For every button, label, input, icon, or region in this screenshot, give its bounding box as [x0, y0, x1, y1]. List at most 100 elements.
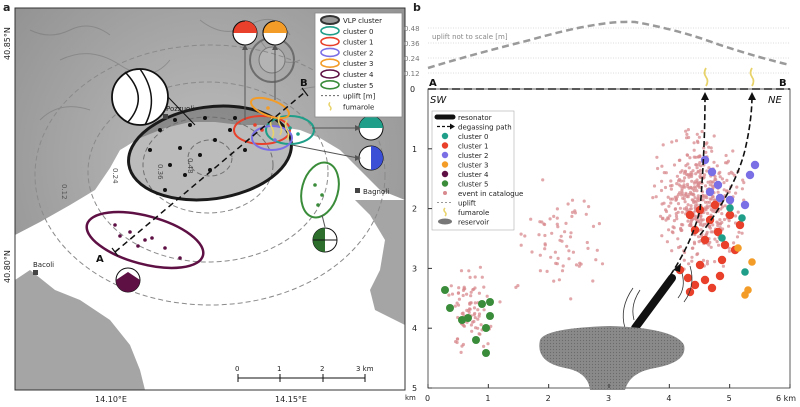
- y-tick-label: 5: [412, 384, 417, 393]
- catalogue-event: [694, 163, 698, 167]
- legend-b-item: cluster 4: [441, 170, 489, 179]
- cluster-4-events: [113, 223, 182, 260]
- catalogue-event: [456, 303, 461, 307]
- catalogue-event: [465, 308, 469, 312]
- profile-end-b: B: [300, 78, 308, 89]
- catalogue-event: [686, 184, 690, 189]
- place-bacoli: Bacoli: [33, 261, 54, 269]
- catalogue-event: [720, 177, 725, 181]
- legend-a-item: cluster 3: [320, 58, 374, 68]
- catalogue-event: [695, 166, 699, 170]
- cluster-event: [740, 200, 750, 210]
- catalogue-event: [686, 219, 690, 223]
- catalogue-event: [670, 230, 674, 234]
- catalogue-event: [708, 200, 712, 204]
- profile-ticks: [111, 87, 309, 257]
- catalogue-event: [519, 232, 523, 236]
- catalogue-event: [476, 308, 480, 312]
- catalogue-event: [597, 222, 602, 226]
- catalogue-event: [555, 207, 560, 211]
- catalogue-event: [457, 297, 461, 301]
- legend-a-item: cluster 2: [320, 47, 374, 57]
- catalogue-event: [682, 258, 686, 262]
- catalogue-event: [573, 211, 578, 215]
- catalogue-event: [705, 259, 710, 263]
- catalogue-event: [690, 259, 694, 263]
- cluster-event: [486, 312, 494, 320]
- catalogue-event: [673, 195, 677, 199]
- cluster-event: [486, 298, 494, 306]
- legend-b-label: reservoir: [458, 219, 489, 227]
- catalogue-event: [543, 247, 547, 251]
- catalogue-event: [709, 208, 713, 212]
- legend-swatch: [441, 170, 449, 178]
- cluster-event: [734, 244, 742, 252]
- catalogue-event: [711, 180, 715, 184]
- catalogue-event: [731, 149, 735, 153]
- map-frame: [14, 7, 406, 391]
- catalogue-event: [684, 129, 688, 133]
- focal-mechanism-vlp: [111, 68, 169, 126]
- contour-label-024: 0.24: [111, 168, 119, 184]
- catalogue-event: [543, 233, 547, 238]
- catalogue-event: [519, 243, 523, 247]
- catalogue-event: [742, 181, 746, 185]
- catalogue-event: [586, 246, 590, 250]
- cluster-event: [725, 210, 735, 220]
- uplift-tick-048: 0.48: [404, 25, 420, 33]
- catalogue-event: [720, 212, 724, 216]
- uplift-tick-012: 0.12: [404, 70, 420, 78]
- catalogue-event: [695, 132, 699, 136]
- uplift-profile: [427, 20, 791, 70]
- lat-label-top: 40.85°N: [3, 27, 12, 60]
- x-tick-label: 2: [546, 394, 551, 403]
- cluster-event: [726, 204, 734, 212]
- profile-line: [114, 91, 306, 253]
- cluster-event: [478, 300, 486, 308]
- catalogue-event: [594, 258, 598, 262]
- catalogue-event: [697, 155, 701, 159]
- beachball-cluster-5: [312, 227, 338, 253]
- catalogue-event: [735, 185, 739, 189]
- legend-b-label: cluster 5: [458, 181, 489, 189]
- catalogue-event: [543, 242, 547, 246]
- catalogue-event: [683, 200, 687, 204]
- contour-label-036: 0.36: [156, 164, 164, 180]
- uplift-gridlines: [428, 27, 790, 74]
- catalogue-event: [699, 214, 703, 218]
- catalogue-event: [695, 252, 699, 257]
- catalogue-event: [660, 202, 664, 206]
- catalogue-event: [672, 226, 676, 230]
- legend-b-item: uplift: [437, 200, 476, 208]
- cluster-2-ellipse: [251, 125, 293, 151]
- catalogue-event: [705, 169, 709, 173]
- catalogue-event: [559, 234, 563, 238]
- catalogue-event: [556, 256, 560, 260]
- catalogue-event: [696, 170, 700, 174]
- section-end-a: A: [429, 78, 437, 89]
- scalebar-tick-1: 1: [277, 365, 281, 373]
- catalogue-event: [692, 181, 697, 185]
- legend-swatch: [328, 101, 332, 111]
- catalogue-event: [703, 200, 708, 204]
- catalogue-event: [553, 250, 558, 254]
- arrow-heads: [242, 44, 361, 161]
- catalogue-event: [449, 284, 453, 288]
- catalogue-event: [672, 219, 677, 223]
- catalogue-event: [696, 194, 700, 198]
- catalogue-event: [548, 217, 552, 221]
- beachball-cluster-4: [115, 267, 141, 293]
- legend-a-label: fumarole: [343, 103, 374, 111]
- catalogue-event: [541, 178, 545, 182]
- catalogue-event: [690, 174, 694, 179]
- catalogue-event: [681, 223, 685, 227]
- legend-b-label: resonator: [458, 114, 492, 122]
- cluster-event: [745, 170, 755, 180]
- catalogue-event: [670, 183, 674, 188]
- catalogue-event: [699, 164, 703, 168]
- catalogue-event: [685, 132, 689, 136]
- legend-a-label: cluster 5: [343, 82, 374, 90]
- catalogue-event: [538, 253, 542, 257]
- catalogue-event: [710, 149, 714, 153]
- vlp-connector: [167, 96, 196, 126]
